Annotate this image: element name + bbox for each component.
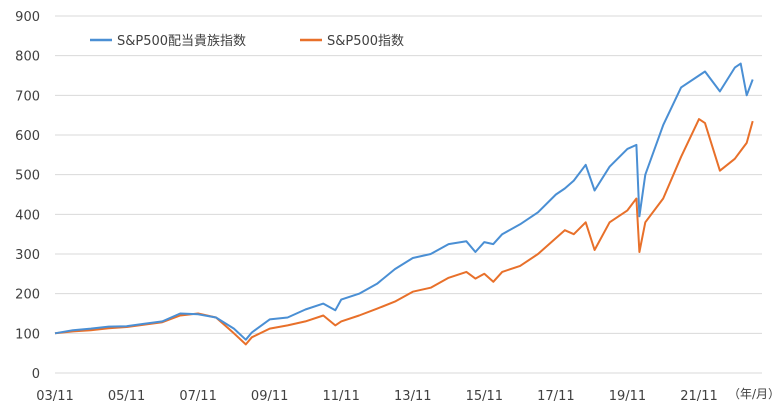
x-tick-label-19-11: 19/11 (609, 389, 646, 404)
y-axis-ticks: 0 100 200 300 400 500 600 700 800 900 (15, 10, 40, 382)
x-tick-label-03-11: 03/11 (36, 389, 73, 404)
y-tick-label-400: 400 (15, 208, 40, 223)
y-tick-label-300: 300 (15, 248, 40, 263)
x-tick-label-11-11: 11/11 (322, 389, 359, 404)
x-tick-label-13-11: 13/11 (394, 389, 431, 404)
x-tick-label-07-11: 07/11 (179, 389, 216, 404)
legend: S&P500配当貴族指数 S&P500指数 (90, 33, 404, 49)
y-tick-label-800: 800 (15, 50, 40, 65)
y-tick-label-600: 600 (15, 129, 40, 144)
y-tick-label-0: 0 (32, 367, 40, 382)
x-axis-unit-label: （年/月） (728, 387, 780, 401)
legend-label-series-1: S&P500指数 (327, 34, 404, 49)
x-tick-label-21-11: 21/11 (680, 389, 717, 404)
x-tick-label-09-11: 09/11 (251, 389, 288, 404)
y-tick-label-900: 900 (15, 10, 40, 25)
series-line-1 (54, 118, 754, 346)
gridlines (55, 15, 762, 374)
x-axis-ticks: 03/11 05/11 07/11 09/11 11/11 13/11 15/11 17/11… (36, 389, 717, 404)
y-tick-label-500: 500 (15, 169, 40, 184)
y-tick-label-200: 200 (15, 288, 40, 303)
x-tick-label-15-11: 15/11 (466, 389, 503, 404)
legend-label-series-0: S&P500配当貴族指数 (117, 33, 246, 49)
series-lines (54, 62, 754, 346)
y-tick-label-700: 700 (15, 89, 40, 104)
series-line-0 (54, 62, 754, 341)
y-tick-label-100: 100 (15, 327, 40, 342)
x-tick-label-17-11: 17/11 (537, 389, 574, 404)
x-tick-label-05-11: 05/11 (108, 389, 145, 404)
